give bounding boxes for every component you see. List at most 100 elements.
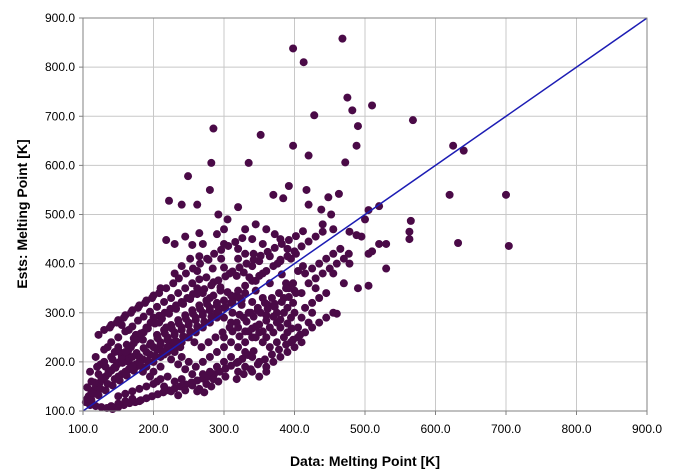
data-point	[327, 210, 336, 219]
data-point	[445, 190, 454, 199]
data-point	[341, 158, 350, 167]
data-point	[195, 229, 204, 238]
data-point	[165, 196, 174, 205]
data-point	[188, 279, 197, 288]
data-point	[209, 291, 218, 300]
data-point	[345, 259, 354, 268]
data-point	[162, 284, 171, 293]
data-point	[277, 270, 286, 279]
data-point	[289, 44, 298, 53]
y-axis-ticks: 100.0 200.0 300.0 400.0 500.0 600.0 700.0 800.0…	[45, 11, 83, 418]
data-point	[255, 271, 264, 280]
data-point	[191, 362, 200, 371]
data-point	[286, 313, 295, 322]
data-point	[156, 375, 165, 384]
data-point	[181, 386, 190, 395]
data-point	[289, 279, 298, 288]
data-point	[188, 264, 197, 273]
data-point	[318, 269, 327, 278]
data-point	[348, 106, 357, 115]
data-point	[318, 220, 327, 229]
data-point	[382, 239, 391, 248]
data-point	[135, 384, 144, 393]
data-point	[231, 238, 240, 247]
fit-line	[82, 17, 648, 412]
data-point	[291, 289, 300, 298]
data-point	[304, 151, 313, 160]
x-tick-label: 800.0	[561, 422, 591, 436]
data-point	[336, 244, 345, 253]
y-tick-label: 900.0	[45, 11, 75, 25]
data-point	[148, 294, 157, 303]
data-point	[406, 216, 415, 225]
data-point	[256, 251, 265, 260]
data-point	[299, 58, 308, 67]
data-point	[188, 370, 197, 379]
data-point	[177, 375, 186, 384]
data-point	[220, 225, 228, 234]
data-point	[196, 259, 205, 268]
data-point	[193, 284, 202, 293]
data-point	[353, 284, 362, 293]
data-point	[315, 318, 324, 327]
data-point	[253, 360, 262, 369]
data-point	[188, 381, 197, 390]
data-point	[162, 236, 171, 245]
data-point	[104, 368, 113, 377]
data-point	[238, 234, 247, 243]
data-point	[145, 307, 154, 316]
data-point	[322, 254, 331, 263]
data-point	[304, 200, 313, 209]
data-point	[255, 372, 264, 381]
data-point	[262, 367, 271, 376]
data-point	[315, 294, 324, 303]
data-point	[107, 402, 116, 411]
data-point	[308, 264, 317, 273]
data-point	[234, 254, 243, 263]
data-point	[212, 301, 221, 310]
data-point	[133, 303, 142, 312]
data-point	[190, 338, 199, 347]
data-point	[289, 335, 298, 344]
data-point	[279, 194, 288, 203]
data-point	[207, 158, 216, 167]
data-point	[149, 343, 158, 352]
data-point	[251, 322, 260, 331]
y-axis-title: Ests: Melting Point [K]	[14, 139, 30, 288]
data-point	[224, 241, 233, 250]
data-point	[232, 375, 241, 384]
data-point	[304, 237, 313, 246]
data-point	[170, 239, 179, 248]
data-point	[103, 343, 112, 352]
x-axis-title: Data: Melting Point [K]	[290, 453, 440, 469]
data-point	[212, 362, 221, 371]
data-point	[162, 323, 171, 332]
data-point	[86, 367, 95, 376]
y-tick-label: 700.0	[45, 109, 75, 123]
grid-lines	[82, 17, 648, 412]
data-point	[186, 294, 195, 303]
data-point	[223, 215, 232, 224]
data-point	[114, 372, 123, 381]
data-point	[111, 363, 120, 372]
data-point	[138, 335, 147, 344]
data-point	[174, 391, 183, 400]
data-point	[322, 313, 331, 322]
data-point	[246, 308, 255, 317]
data-point	[105, 323, 114, 332]
data-point	[181, 365, 190, 374]
data-point	[352, 141, 361, 150]
data-point	[248, 276, 257, 285]
data-point	[156, 362, 165, 371]
data-point	[284, 236, 293, 245]
data-point	[174, 319, 183, 328]
x-axis-ticks: 100.0 200.0 300.0 400.0 500.0 600.0 700.0 800.0…	[68, 411, 662, 436]
data-point	[235, 332, 244, 341]
data-point	[284, 293, 293, 302]
data-point	[167, 294, 176, 303]
data-point	[160, 382, 169, 391]
data-point	[217, 254, 226, 263]
data-point	[205, 352, 214, 361]
data-point	[93, 362, 102, 371]
